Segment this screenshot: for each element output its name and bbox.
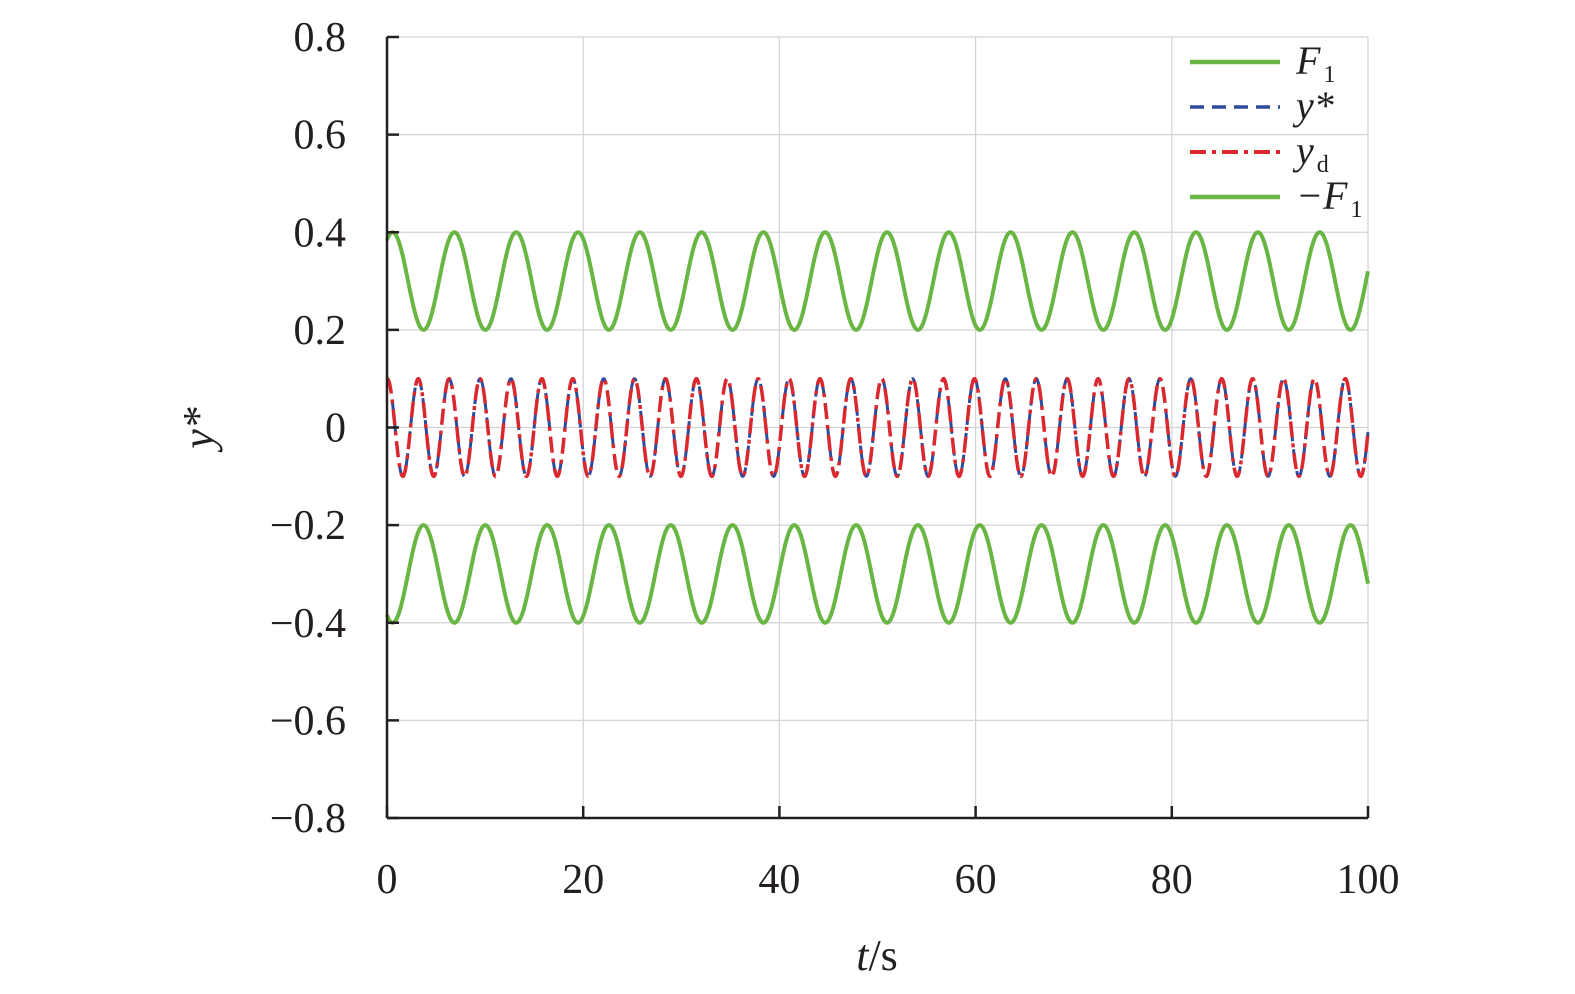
x-tick-label: 0 (377, 857, 398, 903)
x-tick-label: 20 (562, 857, 604, 903)
y-tick-label: −0.4 (270, 601, 346, 647)
x-tick-label: 60 (955, 857, 997, 903)
legend-label-4: −F 1 (1296, 173, 1362, 223)
y-tick-label: −0.8 (270, 796, 346, 842)
y-tick-label: 0.8 (294, 15, 347, 61)
legend-label-2: y* (1292, 83, 1334, 128)
series-line-3 (386, 376, 1370, 479)
legend: F 1y*y d−F 1 (1190, 38, 1362, 223)
y-tick-label: −0.6 (270, 698, 346, 744)
x-tick-label: 40 (758, 857, 800, 903)
x-tick-label: 80 (1151, 857, 1193, 903)
x-axis-label: t/s (856, 931, 898, 980)
x-tick-label: 100 (1337, 857, 1400, 903)
y-tick-label: 0.4 (294, 210, 347, 256)
y-axis-label: y* (174, 407, 223, 453)
y-tick-label: 0.6 (294, 113, 347, 159)
series-layer (385, 230, 1370, 625)
series-line-4 (385, 523, 1370, 625)
y-tick-label: 0.2 (294, 308, 347, 354)
y-tick-label: −0.2 (270, 503, 346, 549)
y-tick-label: 0 (325, 406, 346, 452)
series-line-1 (385, 230, 1370, 332)
ticks: −0.8 −0.6 −0.4 −0.2 0 0.2 0.4 0.6 0.8 0 20 40 60 80 10… (270, 15, 1400, 903)
